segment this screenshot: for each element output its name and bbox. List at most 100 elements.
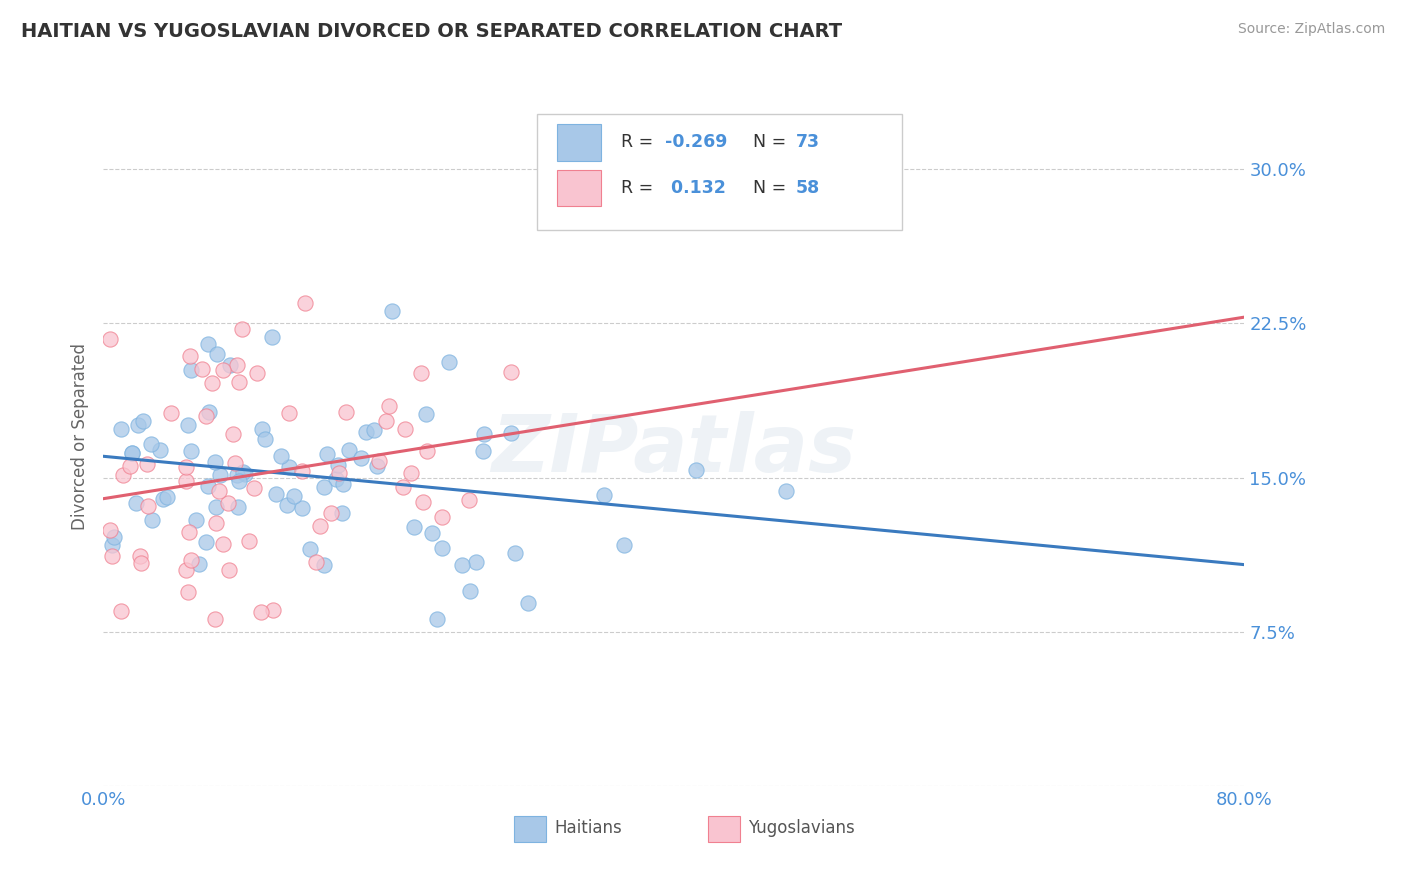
Point — [415, 407, 437, 421]
Point — [238, 533, 260, 548]
Point — [314, 558, 336, 573]
Point — [260, 329, 283, 343]
Text: 58: 58 — [796, 179, 820, 197]
Bar — [709, 816, 740, 842]
Point — [328, 466, 350, 480]
Point — [197, 479, 219, 493]
Point — [231, 322, 253, 336]
Point — [377, 399, 399, 413]
Point — [208, 468, 231, 483]
Text: R =: R = — [621, 134, 659, 152]
Point — [332, 476, 354, 491]
Point — [103, 531, 125, 545]
Point — [432, 541, 454, 555]
Point — [232, 465, 254, 479]
Point — [226, 500, 249, 514]
Point — [503, 546, 526, 560]
Point — [335, 405, 357, 419]
Point — [450, 558, 472, 573]
Point — [328, 458, 350, 472]
Point — [363, 423, 385, 437]
Point — [101, 538, 124, 552]
Point — [309, 519, 332, 533]
Point — [366, 458, 388, 473]
Point — [294, 296, 316, 310]
Point — [179, 349, 201, 363]
Point — [228, 474, 250, 488]
Point — [290, 464, 312, 478]
Point — [129, 556, 152, 570]
Text: Haitians: Haitians — [554, 820, 621, 838]
Point — [111, 468, 134, 483]
Point — [276, 498, 298, 512]
Point — [245, 366, 267, 380]
Point — [474, 427, 496, 442]
Point — [141, 513, 163, 527]
Point — [420, 526, 443, 541]
Point — [177, 417, 200, 432]
Point — [121, 446, 143, 460]
Point — [250, 421, 273, 435]
Text: 0.132: 0.132 — [665, 179, 725, 197]
Point — [120, 458, 142, 473]
Point — [394, 422, 416, 436]
Point — [195, 409, 218, 423]
Point — [110, 604, 132, 618]
Point — [218, 563, 240, 577]
Point — [354, 425, 377, 439]
Point — [399, 466, 422, 480]
Point — [101, 549, 124, 564]
Point — [426, 612, 449, 626]
Text: N =: N = — [752, 179, 792, 197]
Point — [416, 443, 439, 458]
Point — [141, 437, 163, 451]
Point — [299, 541, 322, 556]
FancyBboxPatch shape — [537, 114, 903, 230]
Text: N =: N = — [752, 134, 792, 152]
Point — [270, 449, 292, 463]
Point — [149, 443, 172, 458]
Point — [125, 496, 148, 510]
Point — [499, 365, 522, 379]
Y-axis label: Divorced or Separated: Divorced or Separated — [72, 343, 89, 530]
Point — [121, 445, 143, 459]
Point — [404, 520, 426, 534]
Point — [186, 513, 208, 527]
Point — [305, 556, 328, 570]
Point — [217, 496, 239, 510]
Point — [98, 332, 121, 346]
Point — [437, 355, 460, 369]
Point — [458, 583, 481, 598]
Point — [127, 417, 149, 432]
Point — [499, 426, 522, 441]
Point — [339, 442, 361, 457]
Point — [314, 480, 336, 494]
Point — [174, 563, 197, 577]
Point — [205, 500, 228, 514]
Point — [381, 304, 404, 318]
Text: HAITIAN VS YUGOSLAVIAN DIVORCED OR SEPARATED CORRELATION CHART: HAITIAN VS YUGOSLAVIAN DIVORCED OR SEPAR… — [21, 22, 842, 41]
Point — [368, 454, 391, 468]
Point — [218, 358, 240, 372]
Point — [224, 456, 246, 470]
Text: R =: R = — [621, 179, 659, 197]
Point — [152, 492, 174, 507]
Point — [465, 555, 488, 569]
Point — [110, 422, 132, 436]
Point — [315, 447, 337, 461]
Point — [136, 457, 159, 471]
Point — [278, 460, 301, 475]
Point — [136, 499, 159, 513]
Point — [233, 467, 256, 482]
Point — [593, 488, 616, 502]
Point — [471, 443, 494, 458]
Point — [222, 427, 245, 442]
Point — [197, 405, 219, 419]
Point — [204, 455, 226, 469]
Point — [226, 358, 249, 372]
Point — [228, 376, 250, 390]
Point — [266, 487, 288, 501]
Point — [208, 483, 231, 498]
Point — [98, 524, 121, 538]
Point — [174, 460, 197, 475]
